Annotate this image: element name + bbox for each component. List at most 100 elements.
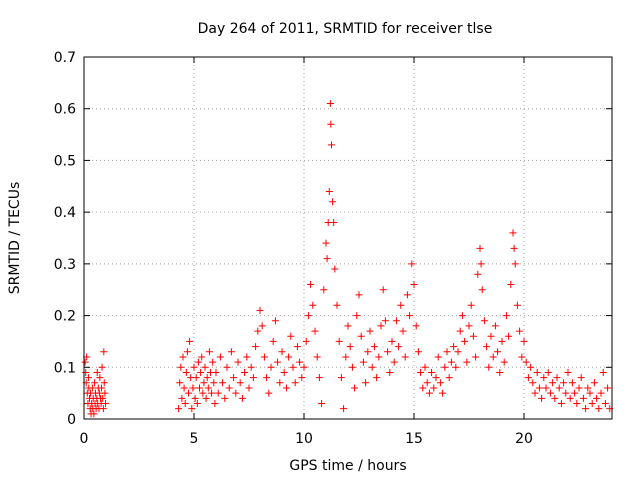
data-point: [278, 348, 286, 356]
data-point: [282, 384, 290, 392]
data-point: [489, 353, 497, 361]
data-point: [421, 363, 429, 371]
data-point: [178, 394, 186, 402]
data-point: [417, 368, 425, 376]
data-point: [516, 327, 524, 335]
data-point: [193, 399, 201, 407]
data-point: [465, 322, 473, 330]
data-point: [445, 374, 453, 382]
data-point: [225, 384, 233, 392]
data-point: [269, 337, 277, 345]
data-point: [90, 410, 98, 418]
data-point: [189, 384, 197, 392]
data-point: [325, 187, 333, 195]
data-point: [467, 301, 475, 309]
data-point: [245, 384, 253, 392]
data-point: [386, 368, 394, 376]
data-point: [511, 260, 519, 268]
data-point: [186, 337, 194, 345]
data-point: [551, 394, 559, 402]
data-point: [182, 368, 190, 376]
data-point: [344, 322, 352, 330]
data-point: [100, 379, 108, 387]
data-point: [289, 363, 297, 371]
data-point: [199, 389, 207, 397]
data-point: [200, 379, 208, 387]
data-point: [584, 384, 592, 392]
plot-frame: [83, 56, 613, 420]
data-point: [346, 343, 354, 351]
data-point: [377, 322, 385, 330]
data-point: [333, 301, 341, 309]
data-point: [252, 343, 260, 351]
data-point: [300, 363, 308, 371]
data-point: [601, 399, 609, 407]
data-point: [452, 363, 460, 371]
data-point: [304, 312, 312, 320]
data-point: [263, 374, 271, 382]
data-point: [177, 363, 185, 371]
data-point: [599, 368, 607, 376]
data-point: [370, 343, 378, 351]
data-point: [320, 286, 328, 294]
data-point: [505, 332, 513, 340]
data-point: [362, 379, 370, 387]
data-point: [274, 358, 282, 366]
data-point: [185, 389, 192, 397]
data-point: [247, 363, 255, 371]
data-point: [510, 244, 518, 252]
data-point: [210, 379, 218, 387]
data-point: [549, 379, 557, 387]
chart-title: Day 264 of 2011, SRMTID for receiver tls…: [198, 21, 493, 37]
data-point: [322, 239, 330, 247]
y-tick-label: 0.1: [54, 360, 76, 376]
data-point: [258, 322, 266, 330]
data-point: [412, 322, 420, 330]
data-point: [414, 348, 422, 356]
data-point: [335, 337, 343, 345]
data-point: [214, 389, 222, 397]
x-axis-label: GPS time / hours: [289, 458, 406, 474]
data-point: [381, 317, 389, 325]
data-point: [494, 348, 502, 356]
data-point: [353, 312, 361, 320]
data-point: [98, 363, 106, 371]
data-point: [513, 301, 521, 309]
data-point: [406, 312, 414, 320]
y-tick-label: 0: [67, 412, 76, 428]
data-point: [265, 389, 273, 397]
data-point: [342, 353, 350, 361]
data-point: [379, 286, 387, 294]
data-point: [496, 368, 504, 376]
x-tick-label: 15: [405, 431, 423, 447]
y-tick-label: 0.4: [54, 205, 76, 221]
data-point: [82, 368, 90, 376]
data-point: [318, 399, 326, 407]
data-point: [198, 353, 206, 361]
data-point: [388, 337, 396, 345]
data-point: [410, 281, 418, 289]
data-point: [487, 332, 495, 340]
y-tick-label: 0.5: [54, 153, 76, 169]
data-point: [93, 368, 101, 376]
data-point: [524, 374, 532, 382]
data-point: [311, 327, 319, 335]
data-point: [395, 343, 403, 351]
data-point: [564, 368, 572, 376]
data-point: [434, 353, 442, 361]
data-point: [197, 368, 205, 376]
data-point: [260, 353, 268, 361]
data-point: [443, 348, 451, 356]
data-point: [309, 301, 317, 309]
data-point: [81, 358, 89, 366]
data-point: [302, 337, 310, 345]
data-point: [329, 198, 337, 206]
data-point: [280, 368, 288, 376]
data-point: [216, 353, 224, 361]
x-tick-label: 5: [190, 431, 199, 447]
data-point: [238, 394, 246, 402]
data-point: [568, 379, 576, 387]
data-point: [209, 358, 217, 366]
y-tick-label: 0.7: [54, 50, 76, 66]
data-point: [188, 405, 196, 413]
